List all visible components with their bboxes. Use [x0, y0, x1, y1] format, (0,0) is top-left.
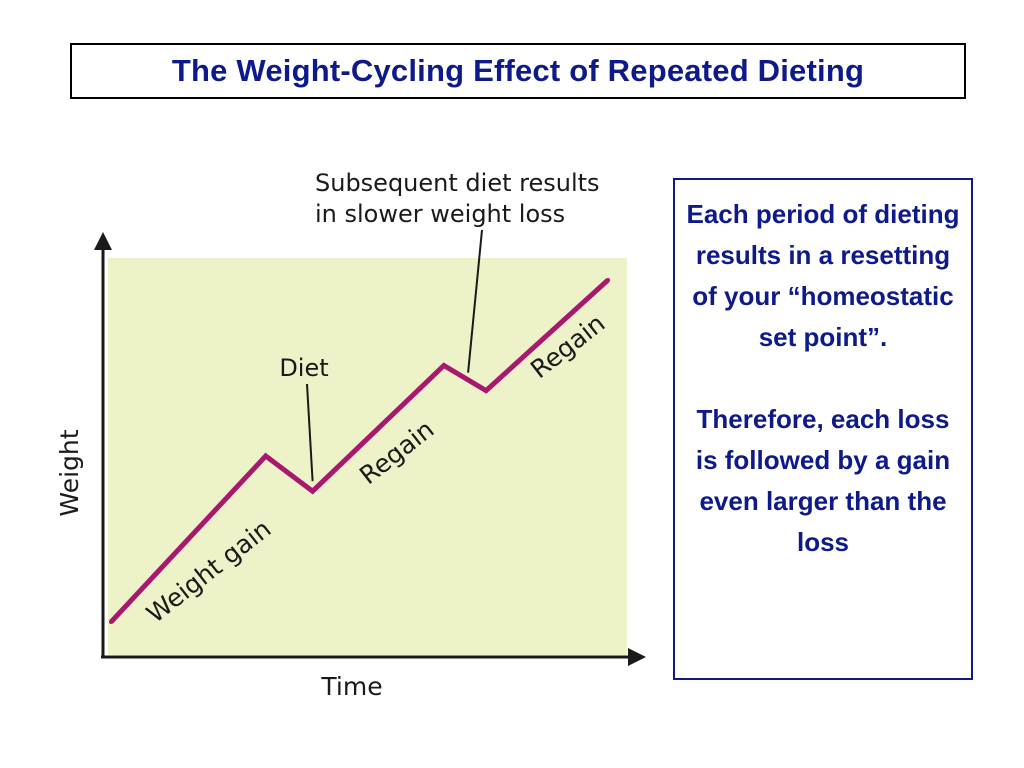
series-point-1	[263, 454, 268, 458]
series-point-5	[606, 278, 610, 282]
x-axis-label: Time	[320, 672, 382, 701]
slide-title: The Weight-Cycling Effect of Repeated Di…	[171, 53, 865, 88]
series-point-0	[109, 620, 113, 624]
annotation-diet: Diet	[279, 354, 328, 382]
info-paragraph-1: Each period of dieting results in a rese…	[686, 199, 960, 352]
x-axis-arrow-icon	[628, 648, 646, 666]
series-point-2	[310, 489, 315, 494]
weight-series-line	[109, 278, 610, 624]
y-axis-arrow-icon	[94, 232, 112, 250]
series-point-3	[441, 363, 446, 368]
annotation-subsequent-line-1: Subsequent diet results	[315, 169, 600, 197]
info-box: Each period of dieting results in a rese…	[673, 178, 973, 680]
series-points	[109, 278, 610, 624]
annotation-diet-leader	[306, 383, 314, 482]
title-box: The Weight-Cycling Effect of Repeated Di…	[70, 43, 966, 99]
info-paragraph-2: Therefore, each loss is followed by a ga…	[695, 404, 951, 557]
annotation-subsequent-line-2: in slower weight loss	[315, 200, 565, 228]
annotation-subsequent-leader	[467, 229, 483, 373]
y-axis-label: Weight	[55, 429, 84, 516]
plot-area	[108, 258, 627, 655]
series-point-4	[484, 388, 489, 393]
